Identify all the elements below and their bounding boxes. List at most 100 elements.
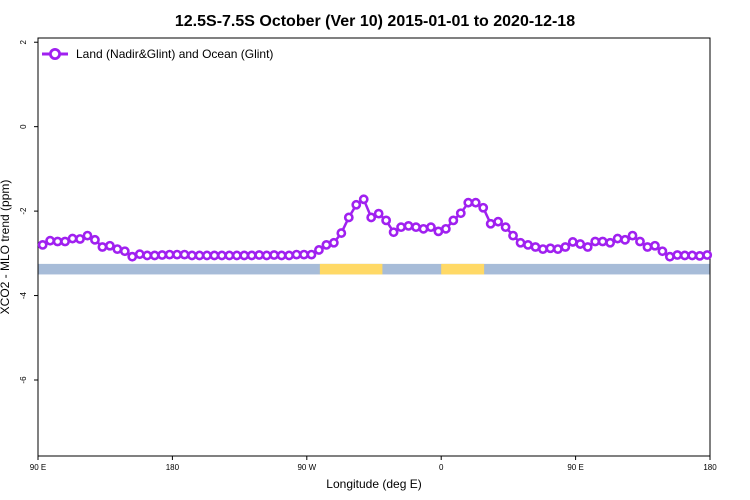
plot-frame <box>37 37 711 457</box>
data-point <box>179 249 190 260</box>
data-point <box>672 250 683 260</box>
data-point <box>127 251 138 262</box>
data-point <box>478 202 489 213</box>
data-point <box>37 239 48 250</box>
chart-title: 12.5S-7.5S October (Ver 10) 2015-01-01 t… <box>175 13 575 30</box>
data-point <box>291 249 302 260</box>
data-point <box>470 197 481 208</box>
data-point <box>650 240 660 251</box>
data-point <box>664 251 675 262</box>
data-point <box>358 194 369 205</box>
data-point <box>142 250 153 261</box>
data-point <box>60 236 70 247</box>
data-point <box>552 244 563 255</box>
data-point <box>149 250 160 261</box>
data-point <box>545 243 556 254</box>
data-point <box>567 237 578 247</box>
data-point <box>523 239 533 250</box>
land-ocean-band <box>38 263 710 275</box>
x-tick-label: 90 W <box>297 463 316 472</box>
land-span <box>319 263 383 275</box>
data-point <box>164 249 175 260</box>
data-point <box>231 250 242 261</box>
y-tick-label: -4 <box>19 291 28 299</box>
data-point <box>321 239 332 250</box>
data-point <box>224 250 235 261</box>
x-tick-label: 0 <box>439 463 444 472</box>
data-point <box>269 250 280 260</box>
data-point <box>620 234 630 245</box>
data-point <box>306 249 317 260</box>
axes: 90 E 180 90 W 0 90 E 180 2 0 -2 -4 -6 <box>19 39 717 472</box>
data-point <box>328 237 339 248</box>
data-point <box>202 250 212 261</box>
data-point <box>261 250 272 261</box>
data-point <box>687 250 698 261</box>
data-point <box>508 230 518 241</box>
data-point <box>75 234 85 244</box>
data-point <box>605 237 616 248</box>
data-point <box>82 230 93 241</box>
x-tick-label: 90 E <box>30 463 46 472</box>
x-tick-label: 180 <box>166 463 180 472</box>
data-point <box>104 240 115 251</box>
data-point <box>299 249 309 260</box>
data-point <box>388 227 399 238</box>
data-point <box>530 242 541 252</box>
data-point <box>254 250 265 260</box>
data-point <box>627 230 638 241</box>
data-point <box>440 223 451 234</box>
data-point <box>187 250 197 261</box>
data-point <box>336 228 347 238</box>
series-line <box>42 198 708 258</box>
data-point <box>194 250 205 261</box>
data-point <box>239 250 250 261</box>
data-point <box>366 212 377 223</box>
data-point <box>515 237 526 248</box>
legend-label: Land (Nadir&Glint) and Ocean (Glint) <box>76 47 273 61</box>
legend: Land (Nadir&Glint) and Ocean (Glint) <box>42 47 273 61</box>
data-point <box>351 199 362 210</box>
data-point <box>582 242 593 252</box>
data-point <box>635 236 645 247</box>
land-span <box>441 263 485 275</box>
data-point <box>172 249 182 260</box>
data-point <box>396 222 406 233</box>
data-point <box>418 223 429 234</box>
data-point <box>455 208 466 219</box>
x-axis-label: Longitude (deg E) <box>326 477 421 491</box>
data-point <box>694 250 705 261</box>
data-point <box>134 249 145 260</box>
data-point <box>343 212 354 223</box>
x-tick-label: 90 E <box>567 463 583 472</box>
data-point <box>657 246 668 257</box>
data-point <box>463 197 474 208</box>
data-point <box>500 222 511 233</box>
data-point <box>642 242 653 252</box>
data-point <box>373 208 384 219</box>
series-layer <box>37 194 713 262</box>
data-point <box>433 226 444 237</box>
legend-marker-swatch <box>49 48 62 61</box>
data-point <box>702 250 713 260</box>
data-point <box>246 250 257 261</box>
data-point <box>411 222 421 233</box>
data-point <box>426 222 436 233</box>
data-point <box>45 235 56 246</box>
data-point <box>97 242 108 252</box>
data-point <box>90 234 100 245</box>
data-point <box>284 250 294 261</box>
data-point <box>538 244 548 255</box>
data-point <box>448 215 459 226</box>
data-point <box>590 236 601 247</box>
data-point <box>314 245 324 255</box>
y-tick-label: -6 <box>19 376 28 384</box>
data-point <box>679 250 690 261</box>
data-point <box>575 239 586 249</box>
data-point <box>67 233 78 244</box>
data-point <box>119 246 130 257</box>
data-point <box>485 218 496 229</box>
y-tick-label: -2 <box>19 207 28 215</box>
data-point <box>612 233 623 244</box>
